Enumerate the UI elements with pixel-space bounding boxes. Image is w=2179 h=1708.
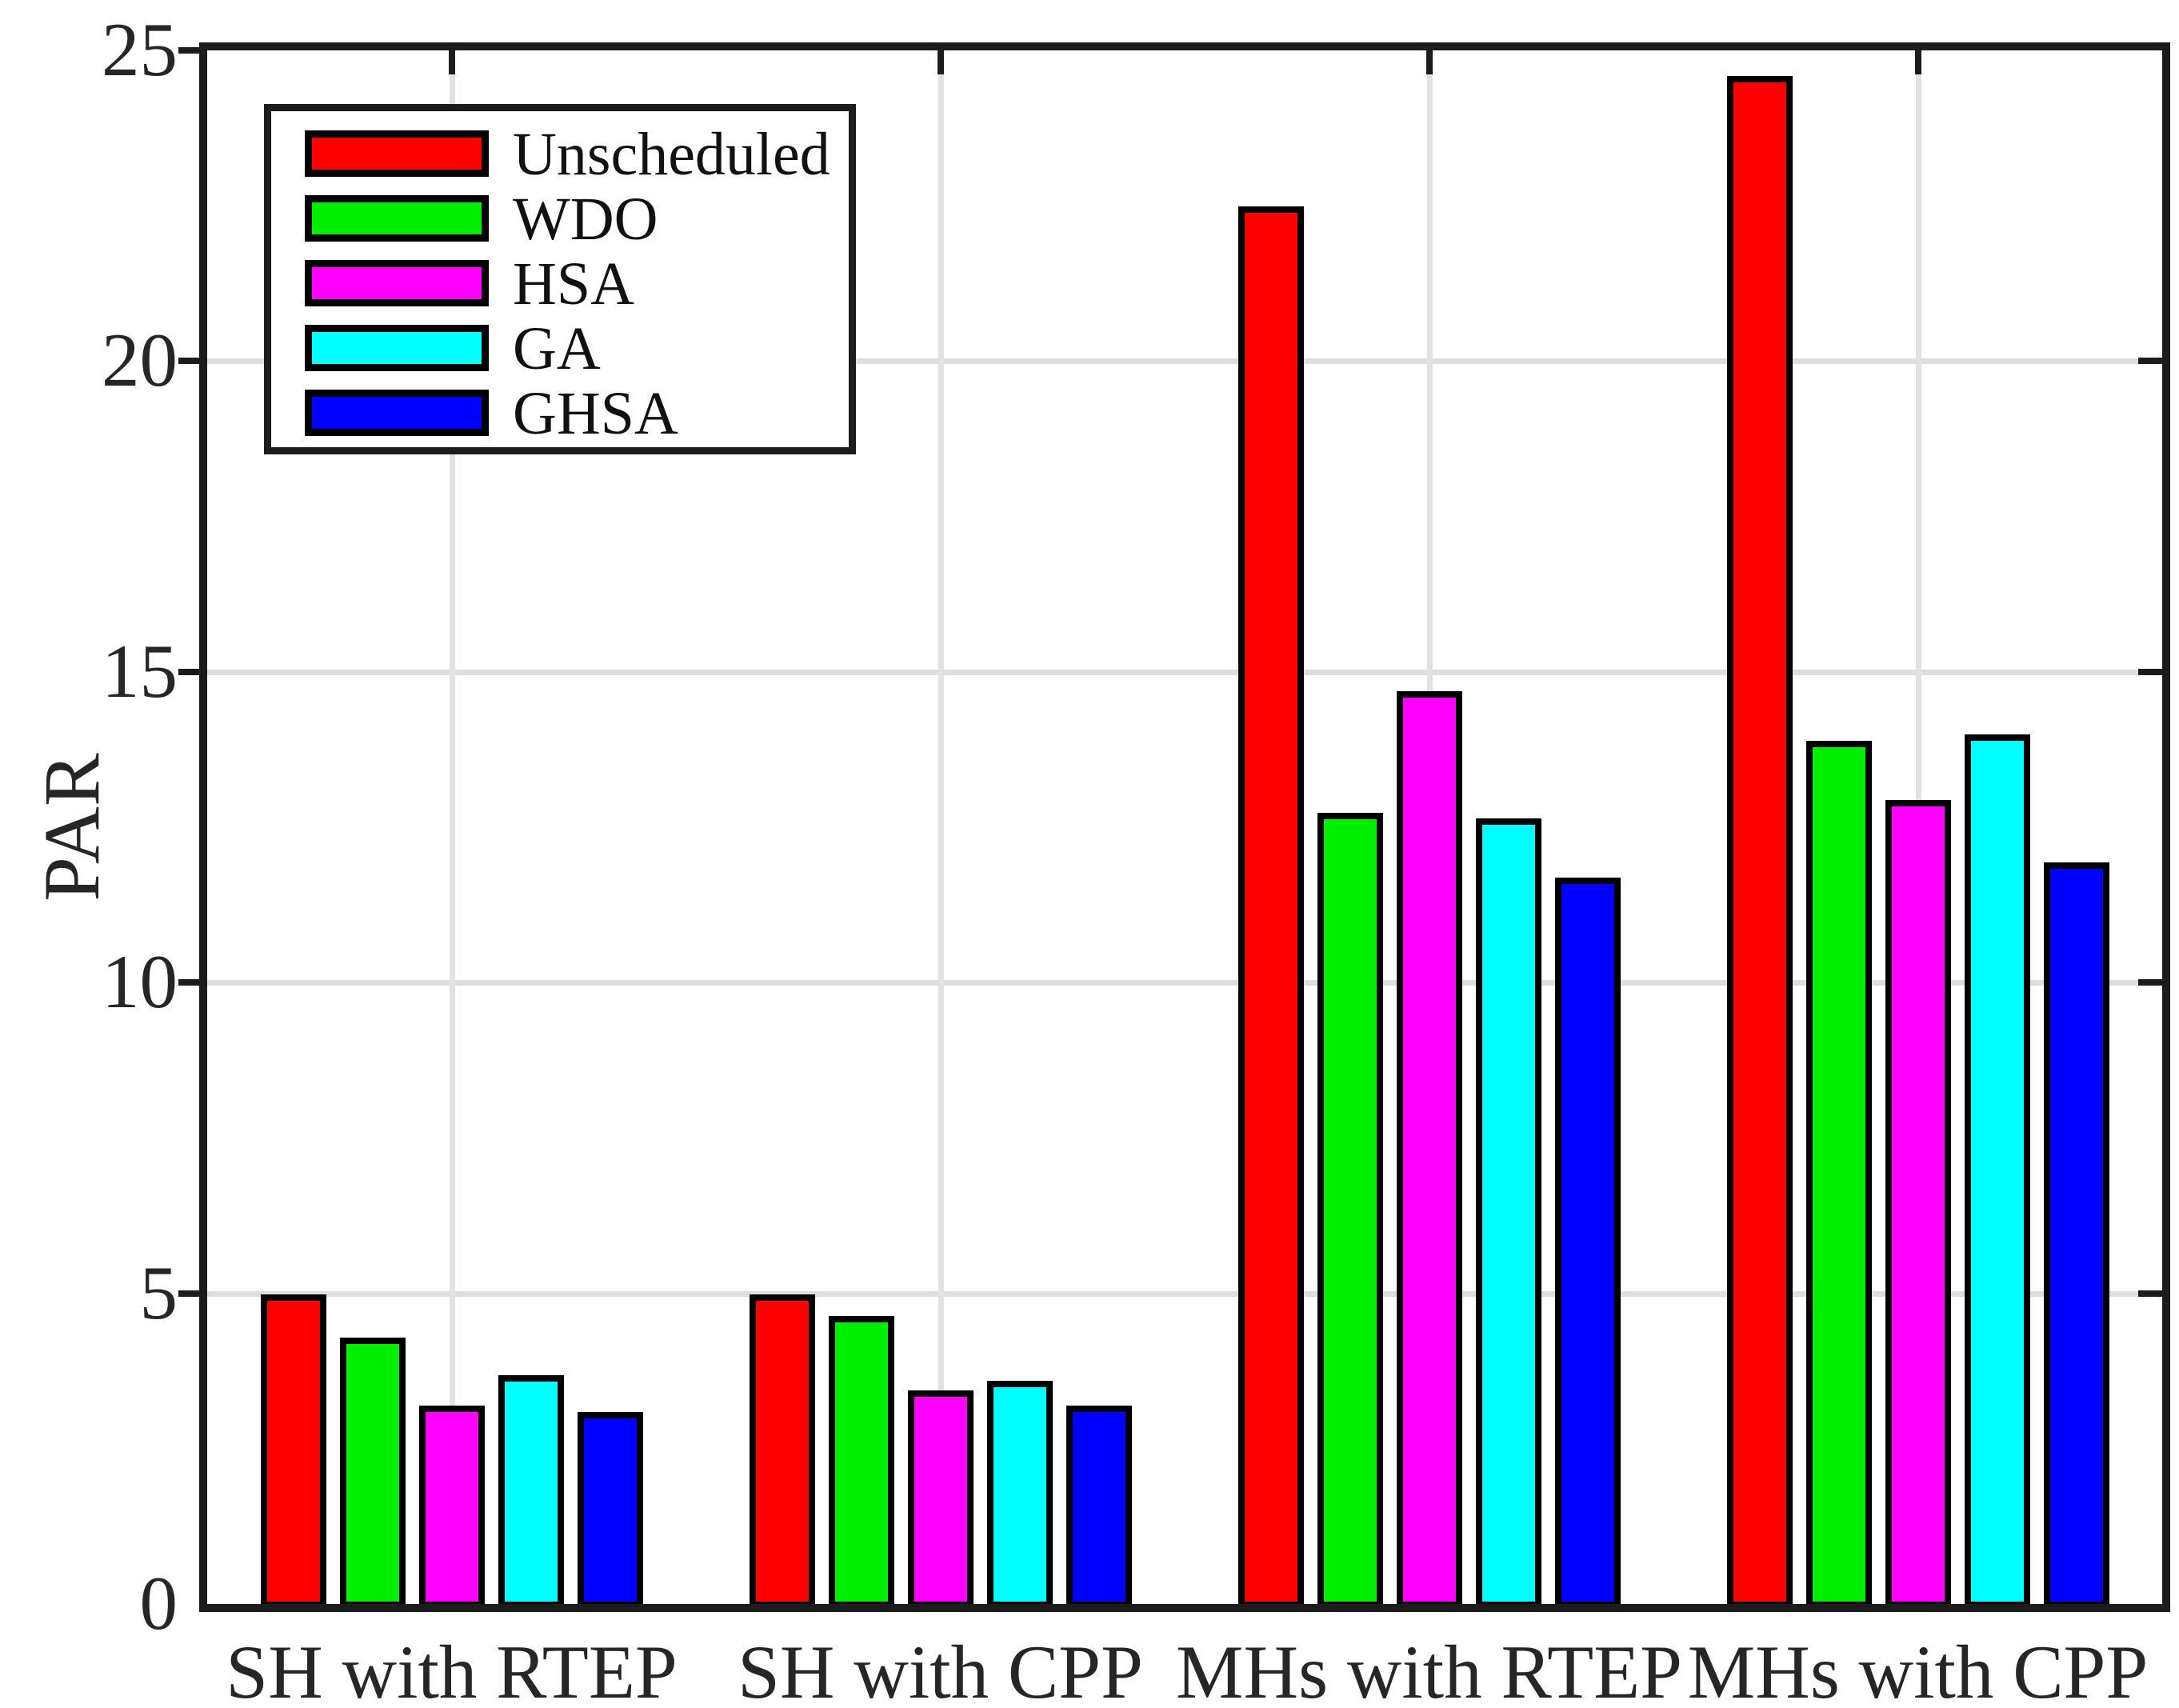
y-tick-label: 20	[102, 318, 178, 403]
bar	[1965, 734, 2030, 1608]
legend: Unscheduled WDO HSA GA GHSA	[264, 104, 856, 454]
x-tick-top	[937, 50, 944, 74]
x-tick-top	[1425, 50, 1433, 74]
y-tick-right	[2138, 1290, 2162, 1297]
y-tick-left	[178, 668, 202, 675]
legend-swatch	[305, 130, 489, 177]
bar	[1727, 76, 1793, 1608]
bar	[498, 1375, 564, 1608]
y-tick-label: 5	[139, 1250, 178, 1335]
bar	[1806, 741, 1872, 1608]
y-tick-left	[178, 358, 202, 365]
bar	[829, 1316, 894, 1608]
legend-swatch	[305, 325, 489, 371]
h-gridline	[207, 1290, 2162, 1297]
h-gridline	[207, 980, 2162, 986]
bar	[2044, 862, 2109, 1608]
legend-label: GA	[513, 315, 601, 382]
bar	[1066, 1406, 1132, 1608]
h-gridline	[207, 358, 2162, 365]
y-axis-label: PAR	[27, 753, 116, 902]
legend-swatch	[305, 260, 489, 306]
y-tick-left	[178, 1290, 202, 1297]
bar	[419, 1406, 485, 1608]
y-tick-right	[2138, 979, 2162, 986]
v-gridline	[938, 50, 944, 1604]
legend-label: WDO	[513, 186, 658, 253]
x-category-label: MHs with CPP	[1687, 1630, 2149, 1708]
y-tick-label: 0	[139, 1561, 178, 1646]
legend-swatch	[305, 195, 489, 242]
legend-label: Unscheduled	[513, 121, 830, 188]
legend-item: GA	[271, 317, 849, 381]
bar	[750, 1294, 815, 1608]
y-tick-label: 25	[102, 7, 178, 92]
y-tick-label: 15	[102, 628, 178, 714]
legend-label: GHSA	[513, 380, 678, 447]
y-tick-left	[178, 47, 202, 54]
x-category-label: SH with CPP	[738, 1630, 1143, 1708]
legend-item: GHSA	[271, 382, 849, 446]
bar	[578, 1412, 643, 1608]
bar	[1397, 691, 1462, 1608]
bar	[340, 1338, 406, 1608]
legend-label: HSA	[513, 250, 635, 318]
bar	[1238, 206, 1304, 1608]
y-tick-right	[2138, 358, 2162, 365]
bar	[1555, 878, 1621, 1608]
y-tick-right	[2138, 668, 2162, 675]
bar	[261, 1294, 326, 1608]
legend-swatch	[305, 390, 489, 436]
y-tick-left	[178, 979, 202, 986]
x-tick-top	[448, 50, 455, 74]
bar	[908, 1390, 974, 1608]
legend-item: WDO	[271, 187, 849, 251]
bar	[987, 1381, 1053, 1608]
x-tick-top	[1914, 50, 1921, 74]
bar	[1476, 818, 1541, 1608]
legend-item: Unscheduled	[271, 122, 849, 186]
h-gridline	[207, 669, 2162, 675]
x-category-label: MHs with RTEP	[1176, 1630, 1682, 1708]
bar	[1885, 800, 1951, 1608]
y-tick-label: 10	[102, 939, 178, 1025]
bar	[1317, 813, 1383, 1608]
x-category-label: SH with RTEP	[226, 1630, 678, 1708]
v-gridline	[449, 50, 455, 1604]
legend-item: HSA	[271, 252, 849, 316]
